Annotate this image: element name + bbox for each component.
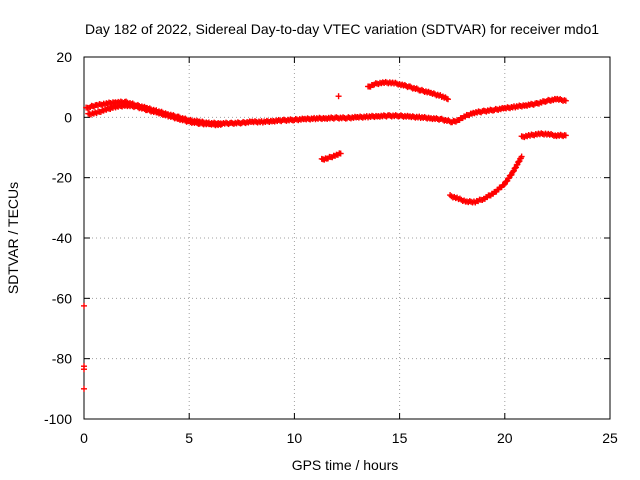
data-points — [81, 78, 569, 392]
data-point — [444, 96, 451, 103]
data-point — [518, 153, 525, 160]
y-tick-label: -40 — [52, 230, 72, 246]
data-point — [337, 150, 344, 157]
x-tick-label: 20 — [497, 430, 513, 446]
x-tick-label: 5 — [185, 430, 193, 446]
axis-ticks: 0 5 10 15 20 25 -100 -80 -60 -40 -20 0 20 — [44, 49, 618, 446]
chart-title: Day 182 of 2022, Sidereal Day-to-day VTE… — [85, 21, 599, 37]
x-tick-label: 25 — [602, 430, 618, 446]
y-tick-label: -20 — [52, 170, 72, 186]
x-tick-label: 10 — [287, 430, 303, 446]
data-point — [81, 385, 87, 392]
data-point — [217, 121, 224, 128]
data-point — [562, 97, 569, 104]
data-point — [81, 366, 87, 373]
data-point — [500, 181, 507, 188]
y-tick-label: -80 — [52, 351, 72, 367]
data-point — [81, 302, 87, 309]
data-point — [335, 93, 342, 100]
data-point — [562, 132, 569, 139]
y-tick-label: -60 — [52, 290, 72, 306]
x-tick-label: 0 — [80, 430, 88, 446]
x-tick-label: 15 — [392, 430, 408, 446]
y-tick-label: 0 — [64, 109, 72, 125]
y-tick-label: 20 — [56, 49, 72, 65]
y-tick-label: -100 — [44, 411, 72, 427]
x-axis-label: GPS time / hours — [292, 457, 399, 473]
y-axis-label: SDTVAR / TECUs — [5, 182, 21, 294]
